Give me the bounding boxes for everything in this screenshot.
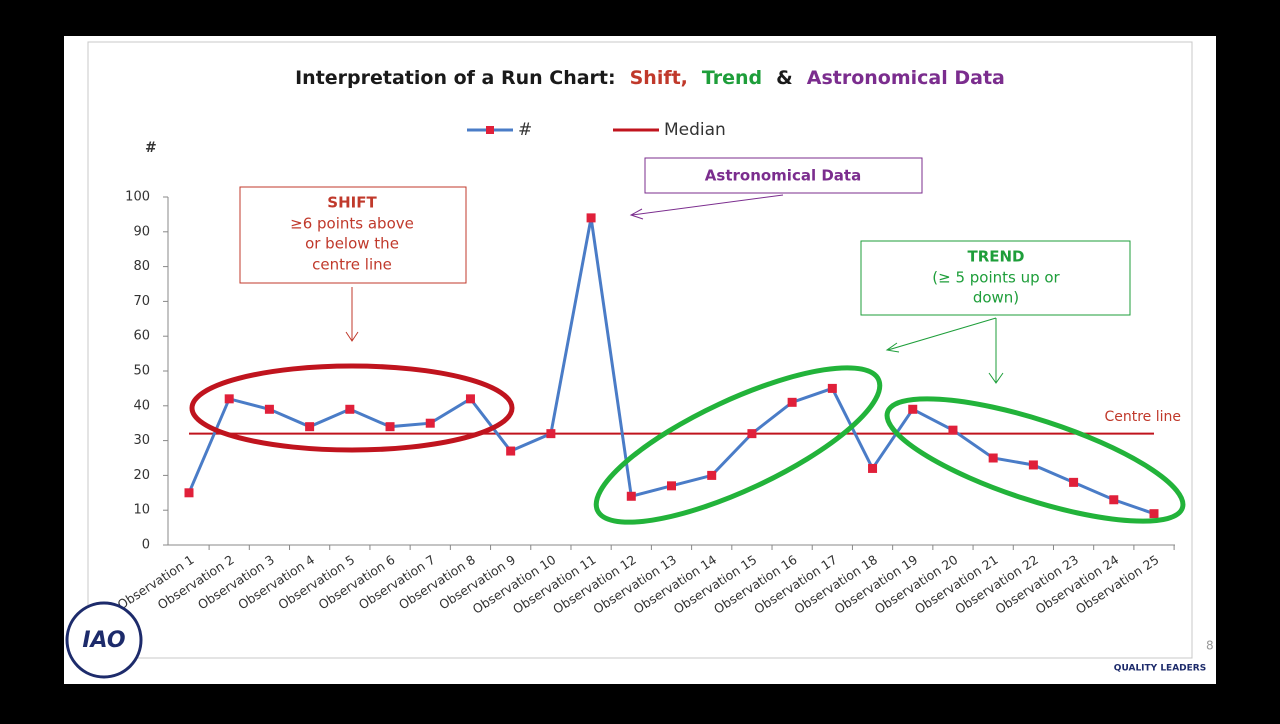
logo-iao [65, 601, 143, 679]
trend-ellipse [884, 396, 1186, 524]
y-tick-label: 70 [133, 294, 150, 309]
point-marker [827, 383, 837, 393]
centre-line-label: Centre line [1104, 409, 1181, 425]
page-number: 8 [1206, 639, 1214, 653]
point-marker [787, 397, 797, 407]
trend-heading: TREND [967, 248, 1024, 266]
y-tick-label: 60 [133, 329, 150, 344]
title-part: Shift, [630, 67, 688, 89]
logo-text: QUALITY LEADERS [1114, 664, 1206, 674]
point-marker [667, 481, 676, 491]
point-marker [1109, 495, 1119, 505]
title-part: Astronomical Data [807, 67, 1005, 89]
point-marker [1069, 477, 1079, 487]
y-tick-label: 80 [133, 259, 150, 274]
slide-bg [64, 36, 1216, 684]
chart-title: Interpretation of a Run Chart: Shift, Tren… [295, 67, 1005, 89]
point-marker [626, 491, 636, 501]
title-part: Interpretation of a Run Chart: [295, 67, 616, 89]
astro-arrow [629, 194, 784, 220]
legend-marker [486, 126, 494, 134]
point-marker [224, 394, 234, 404]
astro-box [644, 157, 923, 194]
y-axis-label: # [145, 140, 157, 156]
shift-ellipse [189, 363, 515, 453]
y-tick-label: 10 [133, 503, 150, 518]
point-marker [586, 213, 596, 223]
point-marker [345, 404, 355, 414]
y-tick-label: 90 [133, 224, 150, 239]
point-marker [707, 470, 717, 480]
point-marker [305, 422, 315, 432]
point-marker [264, 404, 274, 414]
legend-label: # [518, 120, 532, 140]
shift-text: ≥6 points above [290, 215, 414, 233]
point-marker [948, 425, 958, 435]
trend-arrows [885, 317, 1004, 384]
point-marker [1028, 460, 1038, 470]
shift-text: or below the [305, 235, 399, 253]
point-marker [868, 463, 878, 473]
point-marker [988, 453, 998, 463]
point-marker [908, 404, 918, 414]
title-part: Trend [702, 67, 762, 89]
y-tick-label: 50 [133, 364, 150, 379]
point-marker [385, 422, 395, 432]
point-marker [1149, 509, 1159, 519]
point-marker [184, 488, 194, 498]
shift-box [239, 186, 467, 284]
y-tick-label: 20 [133, 468, 150, 483]
logo-text: IAO [82, 628, 125, 653]
trend-text: (≥ 5 points up or [932, 269, 1060, 287]
trend-text: down) [973, 289, 1019, 307]
y-tick-label: 0 [142, 538, 150, 553]
point-marker [425, 418, 435, 428]
point-marker [465, 394, 475, 404]
y-tick-label: 40 [133, 398, 150, 413]
y-tick-label: 30 [133, 433, 150, 448]
point-marker [747, 429, 757, 439]
chart-frame [87, 41, 1193, 659]
astro-text: Astronomical Data [705, 167, 861, 185]
title-part: & [776, 67, 793, 89]
shift-text: centre line [312, 256, 392, 274]
shift-arrow [345, 287, 359, 342]
trend-box [860, 240, 1131, 316]
legend-label: Median [664, 120, 726, 140]
shift-heading: SHIFT [327, 194, 377, 212]
point-marker [506, 446, 516, 456]
trend-ellipse [593, 365, 883, 525]
point-marker [546, 429, 556, 439]
y-tick-label: 100 [125, 190, 150, 205]
